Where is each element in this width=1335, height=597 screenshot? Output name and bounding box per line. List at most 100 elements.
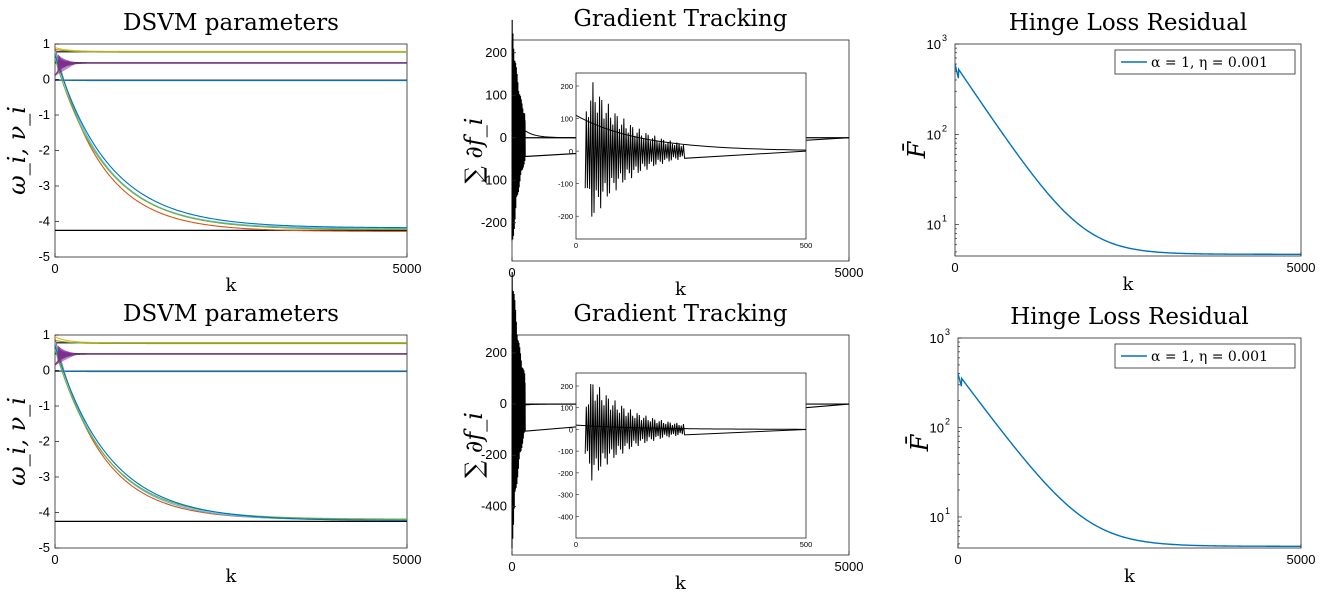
x-tick-label: 0 bbox=[954, 552, 961, 567]
series-line bbox=[54, 54, 408, 229]
y-tick-label: -3 bbox=[38, 178, 50, 193]
series-line bbox=[54, 353, 407, 366]
series-line bbox=[54, 78, 407, 82]
series-line bbox=[54, 47, 408, 232]
inset-plot-area bbox=[575, 372, 807, 539]
inset-y-tick-label: -100 bbox=[558, 180, 573, 189]
y-tick-label: 10 bbox=[930, 420, 944, 435]
y-axis-label: ω_i, ν_i bbox=[3, 106, 31, 195]
y-axis-label: ∑ ∂f_i bbox=[460, 412, 488, 478]
y-tick-label: 10 bbox=[930, 510, 944, 525]
panel-p00: -5 -4 -3 -2 -1 0 1 0 5000 DSVM parameters k ω_i, ν_… bbox=[3, 10, 421, 296]
x-axis-label: k bbox=[226, 275, 238, 296]
series-line bbox=[54, 58, 408, 231]
inset-gradient-line bbox=[584, 82, 807, 217]
x-tick-label: 0 bbox=[51, 552, 58, 567]
panel-p10: -5 -4 -3 -2 -1 0 1 0 5000 DSVM parameters k ω_i, ν_… bbox=[3, 301, 421, 587]
x-axis-label: k bbox=[675, 279, 687, 300]
y-axis-label: ω_i, ν_i bbox=[3, 397, 31, 486]
x-tick-label: 0 bbox=[951, 260, 958, 275]
chart-title: Gradient Tracking bbox=[574, 6, 788, 32]
inset-gradient-line bbox=[575, 424, 807, 430]
y-tick-label: -200 bbox=[481, 447, 507, 462]
y-tick-label: 200 bbox=[485, 45, 507, 60]
y-axis-label: F̄ bbox=[903, 140, 931, 159]
plot-area bbox=[54, 334, 408, 549]
y-axis-label: F̄ bbox=[906, 433, 934, 452]
series-line bbox=[54, 349, 408, 520]
chart-title: Hinge Loss Residual bbox=[1009, 10, 1248, 36]
plot-area bbox=[954, 43, 1302, 257]
inset-x-tick-label: 0 bbox=[574, 241, 578, 250]
inset: -400 -300 -200 -100 0 100 200 0 500 bbox=[558, 372, 813, 549]
y-tick-exponent: 1 bbox=[942, 214, 947, 224]
legend-entry: α = 1, η = 0.001 bbox=[1151, 349, 1268, 365]
inset-y-tick-label: 0 bbox=[569, 147, 573, 156]
y-tick-exponent: 2 bbox=[942, 123, 947, 133]
inset-y-tick-label: 100 bbox=[560, 404, 573, 413]
y-tick-label: -100 bbox=[481, 172, 507, 187]
chart-title: Gradient Tracking bbox=[574, 301, 788, 327]
y-tick-label: -3 bbox=[38, 469, 50, 484]
y-tick-label: 1 bbox=[43, 36, 50, 51]
x-axis-label: k bbox=[675, 573, 687, 594]
x-tick-label: 5000 bbox=[393, 552, 422, 567]
chart-title: DSVM parameters bbox=[123, 301, 339, 327]
y-tick-label: 0 bbox=[500, 130, 507, 145]
plot-area bbox=[957, 337, 1302, 549]
plot-area bbox=[54, 43, 408, 258]
y-tick-label: -1 bbox=[38, 107, 50, 122]
inset-y-tick-label: 200 bbox=[560, 82, 573, 91]
y-tick-label: 200 bbox=[485, 345, 507, 360]
chart-title: Hinge Loss Residual bbox=[1010, 304, 1249, 330]
y-tick-exponent: 3 bbox=[945, 327, 950, 337]
legend: α = 1, η = 0.001 bbox=[1114, 343, 1296, 369]
y-tick-label: 10 bbox=[927, 127, 941, 142]
y-axis-label: ∑ ∂f_i bbox=[460, 118, 488, 184]
y-tick-label: 1 bbox=[43, 327, 50, 342]
y-tick-label: -2 bbox=[38, 143, 50, 158]
series-line bbox=[54, 62, 407, 77]
y-tick-label: -1 bbox=[38, 398, 50, 413]
inset-y-tick-label: -200 bbox=[558, 469, 573, 478]
series-line bbox=[54, 48, 407, 53]
loss-line bbox=[954, 63, 1301, 255]
y-tick-label: -5 bbox=[38, 249, 50, 264]
inset-y-tick-label: 200 bbox=[560, 382, 573, 391]
inset-x-tick-label: 500 bbox=[800, 241, 813, 250]
y-tick-exponent: 1 bbox=[945, 506, 950, 516]
y-tick-label: -2 bbox=[38, 434, 50, 449]
x-axis-label: k bbox=[226, 566, 238, 587]
gradient-line bbox=[511, 19, 850, 241]
y-tick-label: -4 bbox=[38, 214, 50, 229]
y-tick-label: -4 bbox=[38, 505, 50, 520]
y-tick-label: 10 bbox=[927, 37, 941, 52]
series-line bbox=[54, 369, 407, 373]
x-tick-label: 5000 bbox=[1287, 260, 1316, 275]
x-axis-label: k bbox=[1124, 566, 1136, 587]
loss-line bbox=[957, 373, 1301, 547]
y-tick-label: -5 bbox=[38, 540, 50, 555]
inset-x-tick-label: 500 bbox=[800, 540, 813, 549]
y-tick-label: 100 bbox=[485, 87, 507, 102]
y-tick-label: 10 bbox=[930, 331, 944, 346]
oscillation-band bbox=[54, 345, 76, 366]
y-tick-label: -200 bbox=[481, 215, 507, 230]
y-tick-label: 10 bbox=[927, 218, 941, 233]
x-tick-label: 5000 bbox=[835, 265, 864, 280]
legend: α = 1, η = 0.001 bbox=[1114, 49, 1296, 75]
inset-gradient-line bbox=[575, 114, 807, 151]
chart-title: DSVM parameters bbox=[123, 10, 339, 36]
y-tick-label: 0 bbox=[43, 72, 50, 87]
x-tick-label: 5000 bbox=[393, 261, 422, 276]
inset-y-tick-label: 100 bbox=[560, 115, 573, 124]
x-tick-label: 5000 bbox=[835, 559, 864, 574]
series-line bbox=[54, 47, 407, 52]
inset-y-tick-label: -400 bbox=[558, 512, 573, 521]
inset-y-tick-label: -200 bbox=[558, 212, 573, 221]
oscillation-band bbox=[54, 54, 76, 77]
